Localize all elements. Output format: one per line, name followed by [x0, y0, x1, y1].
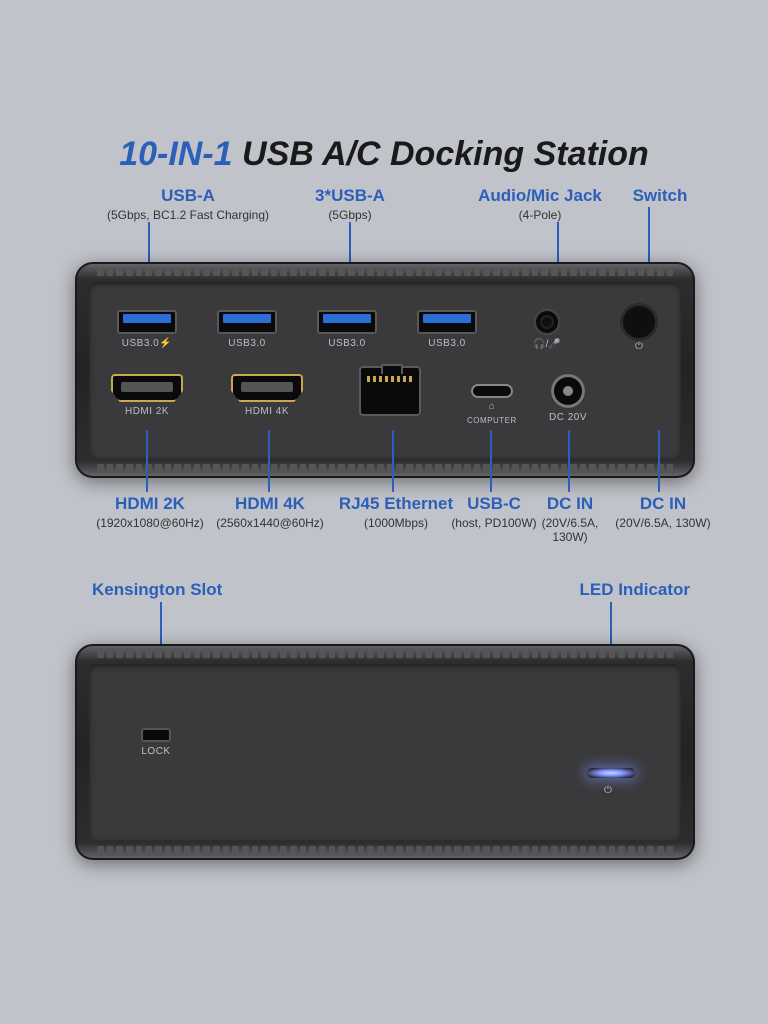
port-usb-a-2: USB3.0 — [217, 310, 277, 349]
port-label: USB3.0 — [428, 338, 465, 349]
main-title: 10-IN-1 USB A/C Docking Station — [0, 135, 768, 174]
annot-dc: DC IN (20V/6.5A, 130W) — [608, 494, 718, 530]
annot-usb-c: USB-C (host, PD100W) — [444, 494, 544, 530]
annot-led: LED Indicator — [530, 580, 690, 600]
port-usb-c: ⌂ COMPUTER — [467, 384, 517, 425]
sub-dc-2: (20V/6.5A, 130W) — [530, 516, 610, 544]
kensington-slot-icon — [141, 728, 171, 742]
label-usb-c: USB-C — [444, 494, 544, 514]
port-rj45 — [359, 366, 421, 416]
leader — [568, 430, 570, 492]
label-led: LED Indicator — [530, 580, 690, 600]
label-audio: Audio/Mic Jack — [470, 186, 610, 206]
annot-switch: Switch — [620, 186, 700, 206]
port-label: HDMI 2K — [125, 406, 169, 417]
annot-rj45: RJ45 Ethernet (1000Mbps) — [336, 494, 456, 530]
port-dc-in: DC 20V — [549, 374, 587, 423]
dc-in-icon — [551, 374, 585, 408]
port-label: USB3.0⚡ — [122, 338, 172, 349]
dock-front-face: LOCK ⏻ — [89, 664, 681, 840]
usb-c-icon — [471, 384, 513, 398]
leader — [658, 430, 660, 492]
jack-icon — [533, 308, 561, 336]
led-indicator-icon — [587, 768, 635, 778]
label-hdmi4k: HDMI 4K — [200, 494, 340, 514]
label-usb-a: USB-A — [98, 186, 278, 206]
port-hdmi-4k: HDMI 4K — [231, 374, 303, 417]
sub-hdmi4k: (2560x1440@60Hz) — [200, 516, 340, 530]
annot-kensington: Kensington Slot — [92, 580, 252, 600]
sub-hdmi2k: (1920x1080@60Hz) — [80, 516, 220, 530]
sub-usb-a3: (5Gbps) — [290, 208, 410, 222]
annot-dc-alt: DC IN (20V/6.5A, 130W) — [530, 494, 610, 544]
port-hdmi-2k: HDMI 2K — [111, 374, 183, 417]
port-label: COMPUTER — [467, 416, 517, 425]
hdmi-icon — [111, 374, 183, 402]
annot-usb-a3: 3*USB-A (5Gbps) — [290, 186, 410, 222]
title-rest: USB A/C Docking Station — [233, 135, 649, 173]
port-kensington: LOCK — [141, 728, 171, 757]
leader — [392, 430, 394, 492]
port-label: USB3.0 — [228, 338, 265, 349]
port-label: DC 20V — [549, 412, 587, 423]
annot-usb-a: USB-A (5Gbps, BC1.2 Fast Charging) — [98, 186, 278, 222]
port-usb-a-1: USB3.0⚡ — [117, 310, 177, 349]
leader — [146, 430, 148, 492]
label-usb-a3: 3*USB-A — [290, 186, 410, 206]
leader — [490, 430, 492, 492]
label-dc-2: DC IN — [530, 494, 610, 514]
infographic-canvas: 10-IN-1 USB A/C Docking Station USB-A (5… — [0, 0, 768, 1024]
label-switch: Switch — [620, 186, 700, 206]
hdmi-icon — [231, 374, 303, 402]
port-usb-a-3: USB3.0 — [317, 310, 377, 349]
label-kensington: Kensington Slot — [92, 580, 252, 600]
sub-rj45: (1000Mbps) — [336, 516, 456, 530]
rj45-icon — [359, 366, 421, 416]
power-icon: ⏻ — [604, 785, 612, 796]
usb-a-icon — [117, 310, 177, 334]
port-label: LOCK — [141, 746, 170, 757]
power-icon: ⏻ — [635, 341, 643, 352]
vent-top — [97, 650, 673, 658]
port-audio-jack: 🎧/🎤 — [533, 308, 561, 350]
audio-mic-icon: 🎧/🎤 — [533, 339, 561, 350]
sub-audio: (4-Pole) — [470, 208, 610, 222]
annot-audio: Audio/Mic Jack (4-Pole) — [470, 186, 610, 222]
annot-hdmi2k: HDMI 2K (1920x1080@60Hz) — [80, 494, 220, 530]
vent-top — [97, 268, 673, 276]
usb-a-icon — [217, 310, 277, 334]
sub-usb-c: (host, PD100W) — [444, 516, 544, 530]
sub-dc: (20V/6.5A, 130W) — [608, 516, 718, 530]
vent-bot — [97, 846, 673, 854]
label-rj45: RJ45 Ethernet — [336, 494, 456, 514]
sub-usb-a: (5Gbps, BC1.2 Fast Charging) — [98, 208, 278, 222]
port-power-switch: ⏻ — [623, 306, 655, 352]
switch-icon — [623, 306, 655, 338]
port-label: HDMI 4K — [245, 406, 289, 417]
leader — [268, 430, 270, 492]
label-dc: DC IN — [608, 494, 718, 514]
dock-rear-face: USB3.0⚡ USB3.0 USB3.0 USB3.0 🎧/🎤 ⏻ — [89, 282, 681, 458]
vent-bot — [97, 464, 673, 472]
annot-hdmi4k: HDMI 4K (2560x1440@60Hz) — [200, 494, 340, 530]
usb-a-icon — [317, 310, 377, 334]
usb-a-icon — [417, 310, 477, 334]
title-accent: 10-IN-1 — [119, 135, 232, 173]
laptop-icon: ⌂ — [489, 401, 495, 412]
port-usb-a-4: USB3.0 — [417, 310, 477, 349]
dock-front-view: LOCK ⏻ — [75, 644, 695, 860]
label-hdmi2k: HDMI 2K — [80, 494, 220, 514]
port-label: USB3.0 — [328, 338, 365, 349]
dock-rear-view: USB3.0⚡ USB3.0 USB3.0 USB3.0 🎧/🎤 ⏻ — [75, 262, 695, 478]
